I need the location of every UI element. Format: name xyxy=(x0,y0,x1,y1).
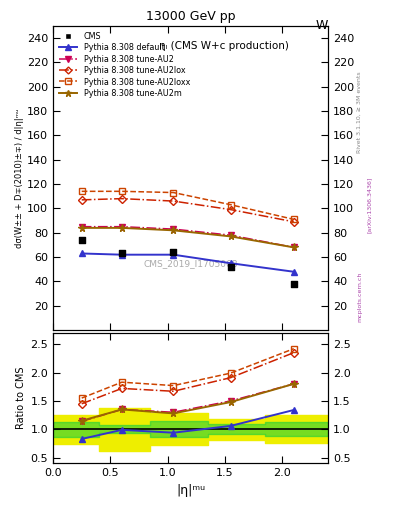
Text: mcplots.cern.ch: mcplots.cern.ch xyxy=(357,272,362,322)
Y-axis label: dσ(W±± + D∓(2010)±∓) / d|η|ᵐᵘ: dσ(W±± + D∓(2010)±∓) / d|η|ᵐᵘ xyxy=(15,108,24,248)
Text: ηₗ (CMS W+c production): ηₗ (CMS W+c production) xyxy=(159,41,288,51)
Text: [arXiv:1306.3436]: [arXiv:1306.3436] xyxy=(367,177,372,233)
Point xyxy=(170,248,176,257)
Legend: CMS, Pythia 8.308 default, Pythia 8.308 tune-AU2, Pythia 8.308 tune-AU2lox, Pyth: CMS, Pythia 8.308 default, Pythia 8.308 … xyxy=(56,29,193,101)
Text: CMS_2019_I1705068: CMS_2019_I1705068 xyxy=(143,259,238,268)
Point xyxy=(119,249,125,258)
Point xyxy=(228,263,234,271)
X-axis label: |η|ᵐᵘ: |η|ᵐᵘ xyxy=(176,484,205,497)
Point xyxy=(291,280,297,288)
Title: 13000 GeV pp: 13000 GeV pp xyxy=(146,10,235,23)
Y-axis label: Ratio to CMS: Ratio to CMS xyxy=(16,367,26,430)
Text: Rivet 3.1.10, ≥ 3M events: Rivet 3.1.10, ≥ 3M events xyxy=(357,72,362,154)
Point xyxy=(79,236,85,244)
Text: W: W xyxy=(316,19,328,32)
